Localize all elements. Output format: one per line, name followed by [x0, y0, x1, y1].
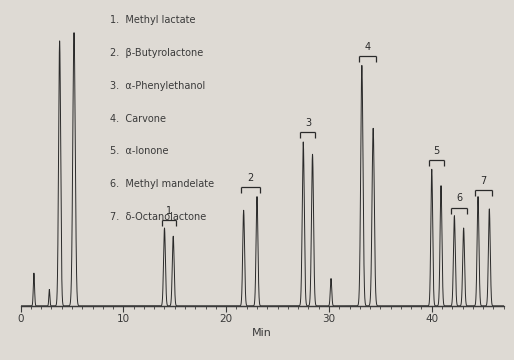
- Text: 4.  Carvone: 4. Carvone: [110, 114, 166, 123]
- Text: 7.  δ-Octanolactone: 7. δ-Octanolactone: [110, 212, 206, 222]
- Text: 1: 1: [166, 206, 172, 216]
- Text: 1.  Methyl lactate: 1. Methyl lactate: [110, 15, 195, 26]
- Text: 6.  Methyl mandelate: 6. Methyl mandelate: [110, 179, 214, 189]
- Text: 2: 2: [247, 173, 253, 183]
- Text: 4: 4: [364, 42, 371, 52]
- Text: 3: 3: [305, 118, 311, 128]
- Text: 3.  α-Phenylethanol: 3. α-Phenylethanol: [110, 81, 205, 91]
- Text: 2.  β-Butyrolactone: 2. β-Butyrolactone: [110, 48, 203, 58]
- Text: 5: 5: [433, 145, 439, 156]
- Text: 5.  α-Ionone: 5. α-Ionone: [110, 147, 169, 156]
- Text: 6: 6: [456, 193, 462, 203]
- Text: 7: 7: [481, 176, 487, 186]
- X-axis label: Min: Min: [252, 328, 272, 338]
